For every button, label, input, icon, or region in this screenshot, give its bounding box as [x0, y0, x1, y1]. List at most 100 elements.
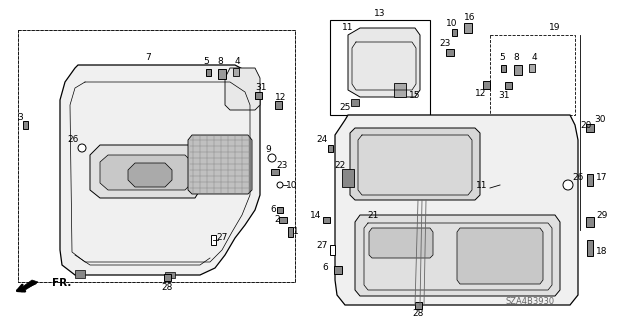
Bar: [464, 23, 472, 33]
Polygon shape: [355, 215, 560, 296]
Bar: [334, 266, 342, 274]
Text: 9: 9: [265, 145, 271, 154]
Text: 31: 31: [255, 84, 267, 93]
Polygon shape: [18, 280, 38, 292]
Text: 14: 14: [310, 211, 322, 219]
Polygon shape: [330, 20, 430, 115]
Bar: [586, 217, 594, 227]
Polygon shape: [165, 272, 175, 278]
Bar: [233, 68, 239, 76]
Text: 28: 28: [161, 283, 173, 292]
Text: 2: 2: [274, 216, 280, 225]
Bar: [271, 169, 279, 175]
Bar: [394, 83, 406, 97]
Bar: [205, 69, 211, 76]
Polygon shape: [350, 128, 480, 200]
Bar: [529, 64, 535, 72]
Bar: [275, 101, 282, 109]
Bar: [504, 81, 511, 88]
Text: 3: 3: [17, 114, 23, 122]
Bar: [255, 92, 262, 99]
Text: 21: 21: [367, 211, 379, 219]
Text: 29: 29: [596, 211, 608, 219]
Text: 8: 8: [217, 57, 223, 66]
Polygon shape: [60, 65, 260, 275]
Text: 11: 11: [476, 181, 488, 189]
Bar: [279, 217, 287, 223]
Polygon shape: [75, 270, 85, 278]
Text: 26: 26: [67, 136, 79, 145]
Text: 28: 28: [412, 308, 424, 317]
Text: 12: 12: [275, 93, 287, 102]
Text: 6: 6: [322, 263, 328, 272]
Text: 24: 24: [316, 136, 328, 145]
Bar: [415, 301, 422, 308]
Text: 25: 25: [339, 103, 351, 113]
Polygon shape: [490, 35, 575, 115]
Bar: [385, 218, 390, 222]
Text: 16: 16: [464, 13, 476, 23]
Bar: [328, 145, 333, 152]
Text: 11: 11: [342, 24, 354, 33]
Polygon shape: [90, 145, 200, 198]
Polygon shape: [100, 155, 192, 190]
Bar: [500, 64, 506, 71]
Text: 7: 7: [145, 53, 151, 62]
Text: 23: 23: [439, 40, 451, 48]
Circle shape: [277, 182, 283, 188]
Polygon shape: [335, 115, 578, 305]
Bar: [586, 124, 594, 132]
Text: 5: 5: [203, 57, 209, 66]
Text: 4: 4: [234, 57, 240, 66]
Bar: [446, 48, 454, 56]
Bar: [451, 28, 456, 35]
Bar: [277, 207, 283, 213]
Text: 27: 27: [316, 241, 328, 250]
Text: 8: 8: [513, 54, 519, 63]
Bar: [514, 65, 522, 75]
Polygon shape: [188, 135, 252, 194]
Bar: [483, 81, 490, 89]
Circle shape: [563, 180, 573, 190]
Text: 5: 5: [499, 54, 505, 63]
Polygon shape: [348, 28, 420, 97]
Bar: [163, 273, 170, 280]
Text: 17: 17: [596, 174, 608, 182]
Bar: [287, 227, 292, 237]
Polygon shape: [18, 30, 295, 282]
Bar: [342, 169, 354, 187]
Text: 31: 31: [499, 91, 509, 100]
Bar: [330, 245, 335, 255]
Text: 1: 1: [293, 227, 299, 236]
Text: 26: 26: [572, 174, 584, 182]
Text: 20: 20: [580, 121, 592, 130]
Bar: [587, 174, 593, 186]
Bar: [323, 217, 330, 223]
Polygon shape: [128, 163, 172, 187]
Text: 10: 10: [286, 181, 298, 189]
Polygon shape: [18, 30, 295, 282]
Text: 19: 19: [549, 24, 561, 33]
Bar: [351, 99, 359, 106]
Text: 27: 27: [216, 234, 228, 242]
Text: 15: 15: [409, 91, 420, 100]
Polygon shape: [457, 228, 543, 284]
Polygon shape: [225, 68, 260, 110]
Circle shape: [268, 154, 276, 162]
Bar: [587, 240, 593, 256]
Text: 12: 12: [476, 90, 486, 99]
Text: 23: 23: [276, 160, 288, 169]
Bar: [211, 235, 216, 245]
Bar: [22, 121, 28, 129]
Text: 6: 6: [270, 205, 276, 214]
Text: 30: 30: [595, 115, 605, 124]
Text: 4: 4: [531, 54, 537, 63]
Text: FR.: FR.: [52, 278, 72, 288]
Text: 10: 10: [446, 19, 458, 27]
Bar: [218, 69, 226, 79]
Polygon shape: [369, 228, 433, 258]
Text: 22: 22: [334, 160, 346, 169]
Circle shape: [78, 144, 86, 152]
Text: SZA4B3930: SZA4B3930: [506, 298, 555, 307]
Text: 18: 18: [596, 248, 608, 256]
